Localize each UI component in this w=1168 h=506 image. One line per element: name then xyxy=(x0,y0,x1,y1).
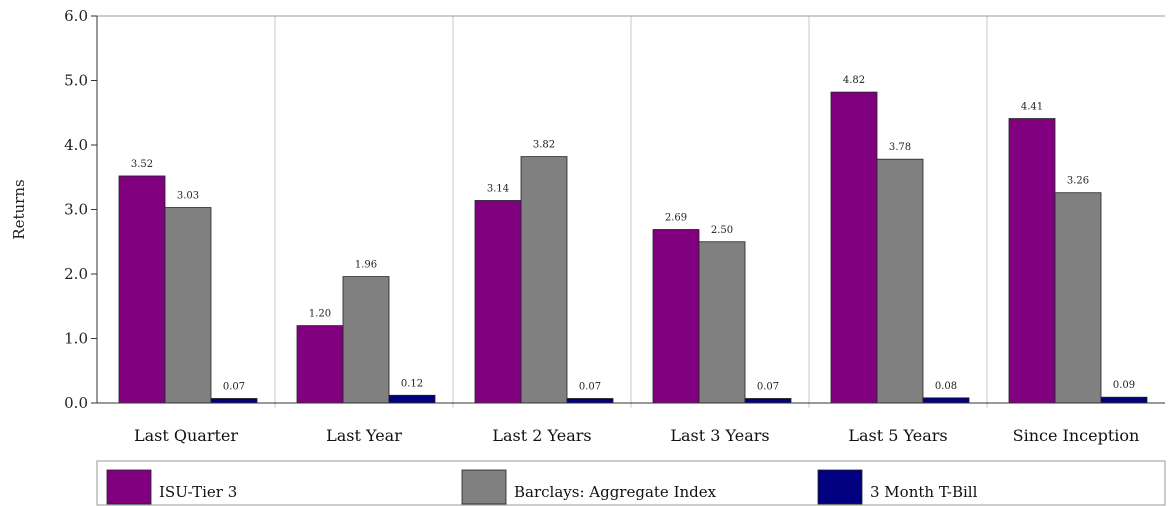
bar-value-label: 0.07 xyxy=(757,381,779,392)
bar-value-label: 3.03 xyxy=(177,191,199,202)
legend-swatch xyxy=(817,469,863,505)
bar-value-label: 0.07 xyxy=(579,381,601,392)
legend-box xyxy=(96,460,1166,506)
bar-value-label: 4.82 xyxy=(843,75,865,86)
category-label: Last 3 Years xyxy=(670,426,769,445)
bar-value-label: 3.78 xyxy=(889,142,911,153)
y-axis-label: Returns xyxy=(10,179,28,239)
bar xyxy=(342,276,390,404)
bar xyxy=(830,91,878,404)
legend-swatch xyxy=(106,469,152,505)
bar-value-label: 0.12 xyxy=(401,378,423,389)
y-tick-label: 3.0 xyxy=(64,201,88,219)
category-label: Last 5 Years xyxy=(848,426,947,445)
bar-value-label: 0.08 xyxy=(935,381,957,392)
bar xyxy=(1054,192,1102,404)
legend: ISU-Tier 3 Barclays: Aggregate Index 3 Mon… xyxy=(96,460,1166,506)
bar xyxy=(474,200,522,404)
bars xyxy=(118,91,1148,404)
bar-value-label: 2.50 xyxy=(711,225,733,236)
y-tick-label: 6.0 xyxy=(64,7,88,25)
bar-value-label: 2.69 xyxy=(665,212,687,223)
bar xyxy=(1008,118,1056,404)
bar xyxy=(210,398,258,404)
bar xyxy=(1100,396,1148,404)
legend-label: ISU-Tier 3 xyxy=(159,483,237,501)
bar xyxy=(296,325,344,404)
legend-label: 3 Month T-Bill xyxy=(870,483,978,501)
bar-value-label: 1.20 xyxy=(309,309,331,320)
y-tick-label: 1.0 xyxy=(64,330,88,348)
bar xyxy=(164,207,212,404)
bar xyxy=(698,241,746,404)
bar-value-label: 0.09 xyxy=(1113,380,1135,391)
bar xyxy=(744,398,792,404)
y-tick-label: 4.0 xyxy=(64,136,88,154)
bar xyxy=(566,398,614,404)
category-label: Last Year xyxy=(326,426,402,445)
legend-swatch xyxy=(461,469,507,505)
axes xyxy=(91,15,1165,404)
bar-value-label: 3.14 xyxy=(487,183,509,194)
x-category-labels: Last Quarter Last Year Last 2 Years Last 3 … xyxy=(134,426,1139,445)
legend-label: Barclays: Aggregate Index xyxy=(514,483,717,501)
bar xyxy=(652,229,700,404)
bar xyxy=(118,175,166,404)
category-label: Last Quarter xyxy=(134,426,238,445)
y-tick-labels: 0.0 1.0 2.0 3.0 4.0 5.0 6.0 xyxy=(64,7,88,412)
bar-value-label: 1.96 xyxy=(355,260,377,271)
category-label: Last 2 Years xyxy=(492,426,591,445)
y-tick-label: 0.0 xyxy=(64,394,88,412)
bar xyxy=(922,397,970,404)
category-label: Since Inception xyxy=(1013,426,1140,445)
y-tick-label: 2.0 xyxy=(64,265,88,283)
bar-value-label: 3.52 xyxy=(131,159,153,170)
y-tick-label: 5.0 xyxy=(64,72,88,90)
value-labels: 3.52 1.20 3.14 2.69 4.82 4.41 3.03 1.96 3.82 2.50… xyxy=(131,75,1135,392)
category-separators xyxy=(274,16,988,408)
bar-value-label: 4.41 xyxy=(1021,102,1043,113)
bar-value-label: 3.82 xyxy=(533,140,555,151)
bar-value-label: 0.07 xyxy=(223,381,245,392)
bar xyxy=(520,156,568,404)
bar xyxy=(388,394,436,404)
bar-value-label: 3.26 xyxy=(1067,176,1089,187)
bar xyxy=(876,158,924,404)
